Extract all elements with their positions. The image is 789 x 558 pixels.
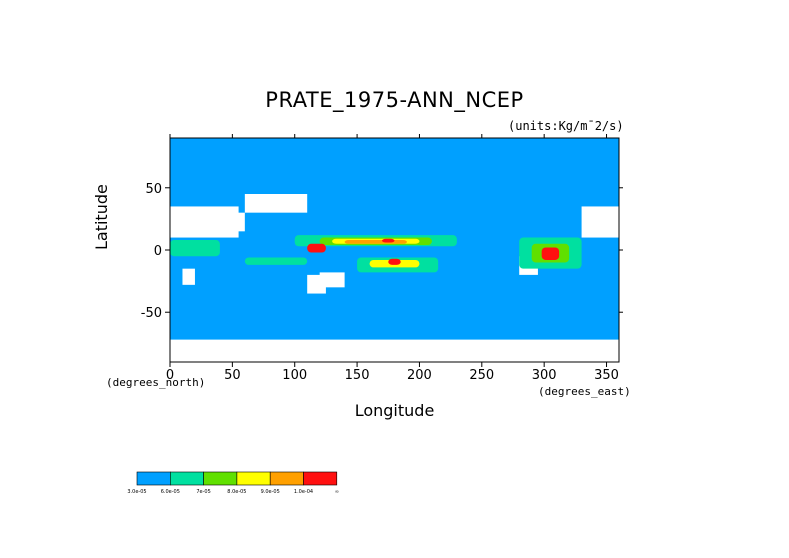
colorbar-swatch xyxy=(136,471,171,486)
colorbar-label: ∞ xyxy=(335,489,339,495)
heatmap-region xyxy=(388,258,401,265)
x-tick-label: 200 xyxy=(407,368,432,383)
heatmap-region xyxy=(581,206,619,238)
y-unit-note: (degrees_north) xyxy=(106,376,206,389)
y-tick-label: 50 xyxy=(145,182,162,197)
heatmap-field xyxy=(170,138,619,362)
colorbar-swatch xyxy=(303,471,338,486)
heatmap-region xyxy=(541,247,560,260)
colorbar-swatch xyxy=(203,471,238,486)
colorbar-label: 6.0e-05 xyxy=(161,489,180,495)
x-tick-label: 50 xyxy=(224,368,241,383)
x-tick-label: 300 xyxy=(532,368,557,383)
heatmap-region xyxy=(182,268,195,285)
x-tick-label: 100 xyxy=(282,368,307,383)
heatmap-region xyxy=(170,339,619,362)
x-unit-note: (degrees_east) xyxy=(538,385,631,398)
x-tick-label: 350 xyxy=(594,368,619,383)
x-tick-label: 0 xyxy=(166,368,174,383)
y-tick-label: -50 xyxy=(141,306,162,321)
x-axis-label: Longitude xyxy=(354,401,435,420)
heatmap-region xyxy=(307,243,326,253)
colorbar-label: 8.0e-05 xyxy=(227,489,246,495)
heatmap-region xyxy=(226,212,245,232)
colorbar-label: 7e-05 xyxy=(196,489,210,495)
colorbar-label: 1.0e-04 xyxy=(294,489,313,495)
chart-title: PRATE_1975-ANN_NCEP xyxy=(265,88,524,112)
colorbar-swatch xyxy=(269,471,304,486)
x-tick-label: 250 xyxy=(469,368,494,383)
heatmap-region xyxy=(244,194,308,213)
heatmap-region xyxy=(344,240,407,244)
colorbar-label: 9.0e-05 xyxy=(261,489,280,495)
x-tick-label: 150 xyxy=(345,368,370,383)
units-label: (units:Kg/m¯2/s) xyxy=(508,119,624,133)
heatmap-region xyxy=(244,257,308,265)
heatmap-region xyxy=(170,240,220,257)
heatmap-region xyxy=(382,238,395,243)
colorbar-swatch xyxy=(170,471,204,486)
y-tick-label: 0 xyxy=(154,244,162,259)
colorbar-swatch xyxy=(236,471,271,486)
heatmap-region xyxy=(319,272,345,288)
colorbar-label: 3.0e-05 xyxy=(127,489,146,495)
